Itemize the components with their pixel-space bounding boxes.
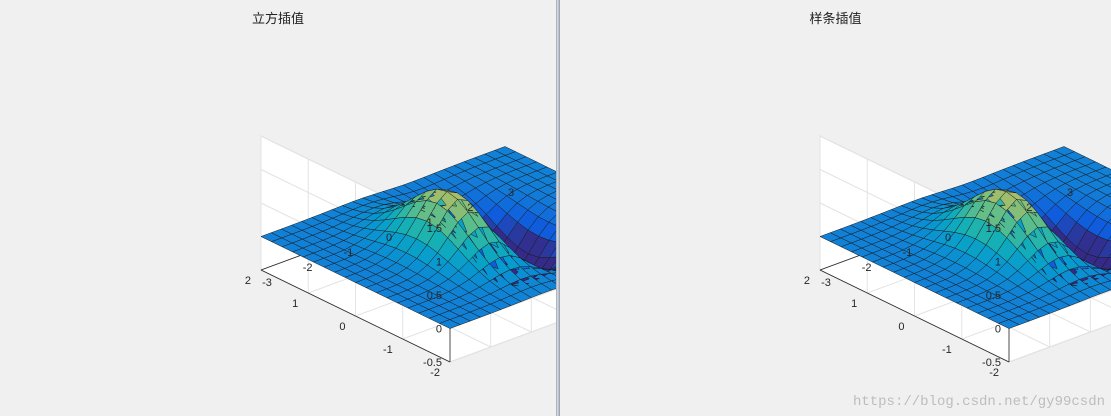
x-tick-label: -1 (343, 247, 353, 259)
x-tick-label: 0 (945, 232, 951, 244)
y-tick-label: -1 (942, 344, 952, 356)
left-plot-panel: 立方插值 -0.5 0 0.5 1 1.5 -3 -2 -1 0 1 2 3 -2 -1 0 1 2 (244, 12, 556, 379)
x-tick-label: 1 (986, 217, 992, 229)
surface-mesh (819, 146, 1111, 329)
plot-title: 样条插值 (809, 12, 862, 27)
y-tick-label: 1 (851, 298, 857, 310)
y-axis-line (260, 269, 451, 363)
y-tick-label: -2 (989, 367, 999, 379)
y-tick-label: 0 (339, 321, 345, 333)
x-tick-label: 3 (508, 187, 514, 199)
z-tick-label: 1.5 (427, 223, 442, 235)
z-tick-label: 0.5 (427, 290, 442, 302)
surface-patch (260, 232, 283, 242)
z-tick-label: 1 (436, 257, 442, 269)
x-tick-label: 2 (467, 202, 473, 214)
x-tick-label: 3 (1067, 187, 1073, 199)
z-tick-label: 0.5 (986, 290, 1001, 302)
x-tick-label: 2 (1026, 202, 1032, 214)
z-tick-label: -0.5 (982, 357, 1001, 369)
x-tick-label: -1 (902, 247, 912, 259)
x-tick-label: -2 (303, 262, 313, 274)
x-tick-label: 1 (427, 217, 433, 229)
y-tick-label: 2 (804, 275, 810, 287)
y-axis-line (819, 269, 1010, 363)
panel-divider[interactable] (556, 0, 560, 416)
x-tick-label: -3 (821, 277, 831, 289)
plot-title: 立方插值 (251, 12, 304, 27)
y-tick-label: -2 (430, 367, 440, 379)
z-tick-label: -0.5 (423, 357, 442, 369)
right-plot-panel: 样条插值 -0.5 0 0.5 1 1.5 -3 -2 -1 0 1 2 3 -2 -1 0 1 2 https… (560, 0, 1111, 416)
y-tick-label: -1 (383, 344, 393, 356)
x-tick-label: -2 (862, 262, 872, 274)
y-tick-label: 2 (245, 275, 251, 287)
x-tick-label: -3 (262, 277, 272, 289)
x-tick-label: 0 (386, 232, 392, 244)
z-tick-label: 0 (436, 324, 442, 336)
z-tick-label: 1 (995, 257, 1001, 269)
y-tick-label: 1 (292, 298, 298, 310)
surface-patch (819, 232, 842, 242)
z-tick-label: 1.5 (986, 223, 1001, 235)
watermark-text: https://blog.csdn.net/gy99csdn (852, 394, 1105, 410)
z-tick-label: 0 (995, 324, 1001, 336)
y-tick-label: 0 (898, 321, 904, 333)
surface-mesh (260, 146, 556, 329)
